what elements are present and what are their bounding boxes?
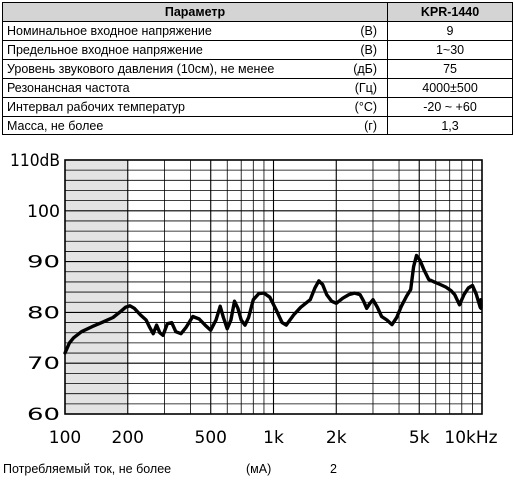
y-tick-label: 110dB (10, 151, 60, 171)
row-unit: (В) (307, 40, 389, 60)
y-axis-ticks: 60 70 80 90 100 110dB (10, 151, 60, 425)
row-name: Резонансная частота (2, 78, 308, 98)
header-model: KPR-1440 (387, 2, 514, 22)
x-tick-label: 100 (49, 428, 81, 448)
chart-grid (65, 160, 482, 414)
x-tick-label: 10kHz (444, 428, 497, 448)
response-curve (63, 253, 483, 355)
shaded-band (65, 160, 128, 414)
x-tick-label: 5k (409, 428, 430, 448)
y-tick-label: 80 (27, 303, 60, 323)
spec-table-header: Параметр KPR-1440 (1, 2, 514, 22)
row-value: 9 (387, 21, 514, 41)
row-name: Масса, не более (2, 116, 308, 135)
row-unit: (г) (307, 116, 389, 135)
row-value: 1,3 (387, 116, 514, 135)
table-row: Интервал рабочих температур (°С) -20 ~ +… (2, 97, 514, 117)
plot-frame (64, 159, 483, 415)
row-name: Номинальное входное напряжение (2, 21, 308, 41)
header-param: Параметр (1, 2, 389, 22)
row-unit: (Гц) (307, 78, 389, 98)
x-tick-label: 1k (263, 428, 284, 448)
table-row: Масса, не более (г) 1,3 (2, 116, 514, 135)
x-axis-ticks: 100 200 500 1k 2k 5k 10kHz (49, 428, 498, 448)
table-row: Уровень звукового давления (10см), не ме… (2, 59, 514, 79)
table-row: Предельное входное напряжение (В) 1~30 (2, 40, 514, 60)
x-tick-label: 200 (112, 428, 144, 448)
x-tick-label: 2k (326, 428, 347, 448)
footer-label: Потребляемый ток, не более (3, 462, 172, 476)
row-name: Предельное входное напряжение (2, 40, 308, 60)
table-row: Номинальное входное напряжение (В) 9 (2, 21, 514, 41)
row-name: Уровень звукового давления (10см), не ме… (2, 59, 308, 79)
footer-unit: (мА) (246, 462, 272, 476)
row-name: Интервал рабочих температур (2, 97, 308, 117)
row-value: -20 ~ +60 (387, 97, 514, 117)
y-tick-label: 90 (27, 253, 60, 273)
frequency-response-chart: 60 70 80 90 100 110dB 100 200 500 1k 2k 5k 10kHz (10, 151, 498, 448)
row-unit: (В) (307, 21, 389, 41)
footer-value: 2 (330, 462, 337, 476)
row-unit: (дБ) (307, 59, 389, 79)
x-tick-label: 500 (195, 428, 227, 448)
y-tick-label: 100 (27, 202, 60, 222)
row-value: 4000±500 (387, 78, 514, 98)
y-tick-label: 70 (27, 354, 60, 374)
row-unit: (°С) (307, 97, 389, 117)
row-value: 75 (387, 59, 514, 79)
spec-table: Параметр KPR-1440 Номинальное входное на… (1, 2, 514, 135)
table-row: Резонансная частота (Гц) 4000±500 (2, 78, 514, 98)
y-tick-label: 60 (27, 405, 60, 425)
row-value: 1~30 (387, 40, 514, 60)
